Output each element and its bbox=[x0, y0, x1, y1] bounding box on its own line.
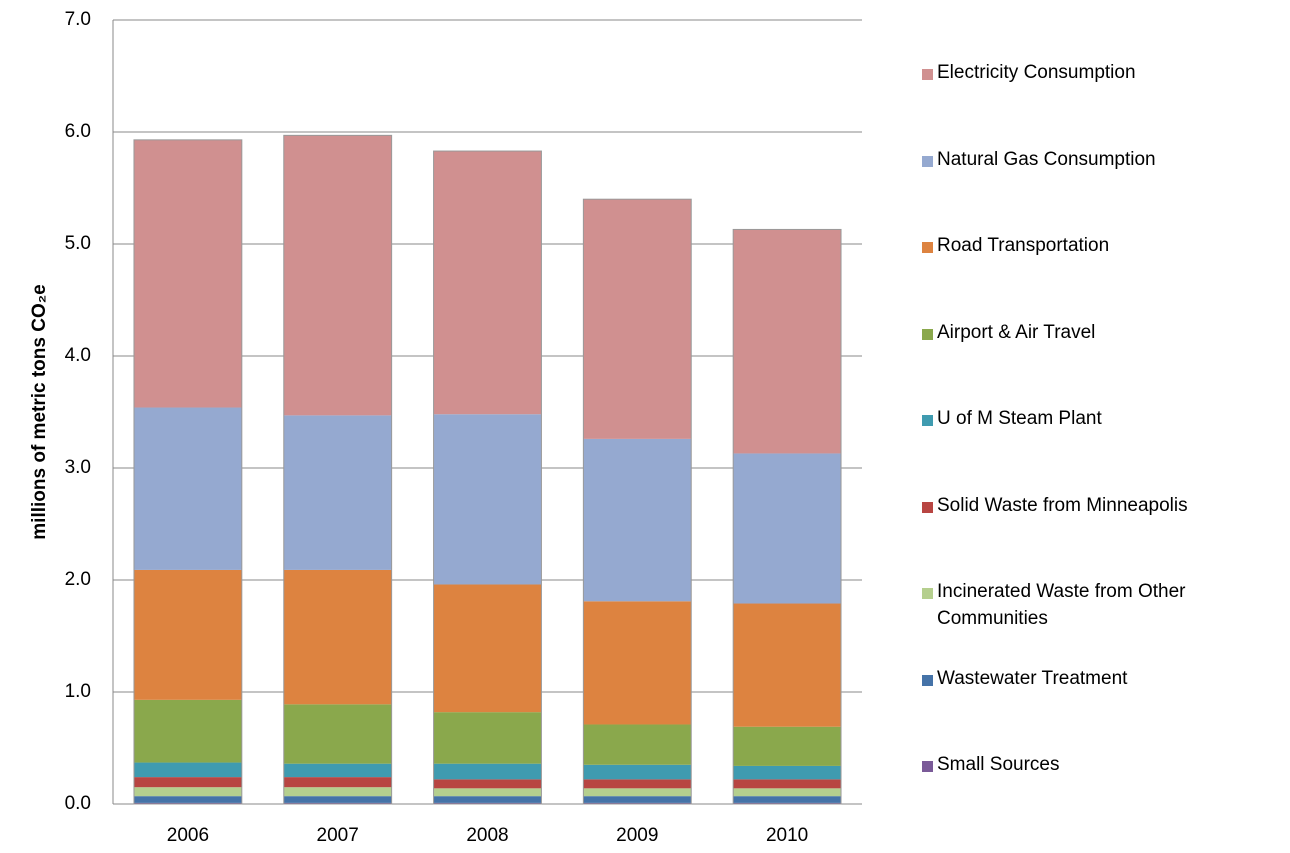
bar-segment bbox=[433, 779, 542, 789]
bar-segment bbox=[283, 763, 392, 778]
bar-segment bbox=[583, 199, 692, 439]
legend-item: U of M Steam Plant bbox=[922, 408, 1290, 432]
bar-segment bbox=[433, 151, 542, 415]
bar-segment bbox=[583, 724, 692, 765]
y-tick-label: 2.0 bbox=[65, 569, 91, 590]
y-tick-label: 3.0 bbox=[65, 457, 91, 478]
bar-segment bbox=[433, 712, 542, 764]
bar-outline bbox=[582, 198, 692, 805]
legend-item: Solid Waste from Minneapolis bbox=[922, 495, 1290, 519]
legend-swatch bbox=[922, 588, 933, 599]
legend-swatch bbox=[922, 761, 933, 772]
x-tick-label: 2007 bbox=[317, 825, 359, 846]
bar-segment bbox=[283, 787, 392, 797]
y-tick-label: 5.0 bbox=[65, 233, 91, 254]
x-tick-label: 2006 bbox=[167, 825, 209, 846]
bar-segment bbox=[433, 414, 542, 585]
legend-item: Wastewater Treatment bbox=[922, 668, 1290, 692]
legend-label: Small Sources bbox=[937, 754, 1060, 775]
bar-segment bbox=[133, 802, 242, 804]
bar-segment bbox=[133, 796, 242, 803]
legend-label: Incinerated Waste from Other Communities bbox=[937, 581, 1186, 629]
bar-segment bbox=[583, 438, 692, 602]
bar-segment bbox=[433, 802, 542, 804]
bar-segment bbox=[733, 603, 842, 727]
legend-label: U of M Steam Plant bbox=[937, 408, 1102, 429]
bar-segment bbox=[733, 453, 842, 604]
legend-item: Incinerated Waste from Other Communities bbox=[922, 581, 1290, 632]
y-tick-label: 7.0 bbox=[65, 9, 91, 30]
legend-item: Natural Gas Consumption bbox=[922, 149, 1290, 173]
bar-segment bbox=[733, 726, 842, 766]
y-tick-label: 0.0 bbox=[65, 793, 91, 814]
bar-segment bbox=[283, 777, 392, 788]
bar-outline bbox=[433, 150, 542, 805]
bar-outline bbox=[283, 134, 393, 805]
bar-segment bbox=[733, 229, 842, 454]
bar-segment bbox=[433, 584, 542, 713]
x-tick-label: 2008 bbox=[466, 825, 508, 846]
bar-segment bbox=[583, 779, 692, 789]
bar-segment bbox=[283, 415, 392, 570]
legend-item: Airport & Air Travel bbox=[922, 322, 1290, 346]
bar-segment bbox=[733, 802, 842, 804]
bar-segment bbox=[733, 779, 842, 789]
bar-segment bbox=[283, 135, 392, 416]
legend-label: Natural Gas Consumption bbox=[937, 148, 1156, 170]
bar-segment bbox=[733, 788, 842, 797]
legend-swatch bbox=[922, 328, 933, 340]
x-tick-label: 2009 bbox=[616, 825, 658, 846]
legend-swatch bbox=[922, 674, 933, 686]
bar-segment bbox=[583, 802, 692, 804]
legend-item: Electricity Consumption bbox=[922, 62, 1290, 86]
bar-segment bbox=[283, 802, 392, 804]
x-tick-label: 2010 bbox=[766, 825, 808, 846]
legend-item: Small Sources bbox=[922, 754, 1290, 778]
bar-segment bbox=[133, 569, 242, 700]
bar-segment bbox=[583, 764, 692, 780]
bar-segment bbox=[433, 763, 542, 780]
bar-segment bbox=[133, 762, 242, 778]
bar-segment bbox=[583, 788, 692, 797]
bar-outline bbox=[133, 139, 243, 805]
bar-segment bbox=[133, 407, 242, 570]
legend-item: Road Transportation bbox=[922, 235, 1290, 259]
bar-segment bbox=[133, 787, 242, 797]
legend-swatch bbox=[922, 242, 933, 253]
y-tick-label: 6.0 bbox=[65, 121, 91, 142]
bar-segment bbox=[583, 796, 692, 803]
legend-label: Wastewater Treatment bbox=[937, 667, 1128, 689]
bar-segment bbox=[433, 796, 542, 803]
y-axis-label: millions of metric tons CO₂e bbox=[29, 284, 50, 539]
bar-outline bbox=[732, 228, 842, 805]
bar-segment bbox=[733, 765, 842, 780]
bar-segment bbox=[133, 139, 242, 408]
bar-segment bbox=[433, 788, 542, 797]
legend-swatch bbox=[922, 69, 933, 80]
legend-label: Road Transportation bbox=[937, 235, 1110, 256]
legend-swatch bbox=[922, 415, 933, 426]
legend-label: Airport & Air Travel bbox=[937, 321, 1096, 343]
y-tick-label: 4.0 bbox=[65, 345, 91, 366]
y-tick-label: 1.0 bbox=[65, 681, 91, 702]
bar-segment bbox=[283, 569, 392, 705]
legend-swatch bbox=[922, 501, 933, 513]
bar-segment bbox=[733, 796, 842, 803]
legend-swatch bbox=[922, 155, 933, 167]
bar-segment bbox=[283, 704, 392, 764]
legend-label: Electricity Consumption bbox=[937, 62, 1136, 83]
bar-segment bbox=[583, 601, 692, 725]
bar-segment bbox=[133, 777, 242, 788]
legend-label: Solid Waste from Minneapolis bbox=[937, 494, 1188, 516]
bar-segment bbox=[283, 796, 392, 803]
bar-segment bbox=[133, 699, 242, 763]
